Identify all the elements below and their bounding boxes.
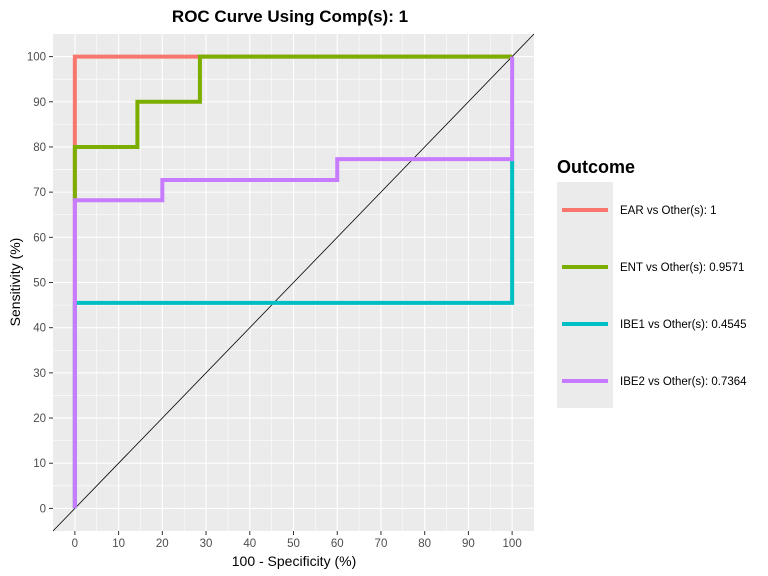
x-tick-label: 30 [200, 538, 213, 550]
y-tick-label: 20 [33, 413, 46, 425]
x-tick-label: 20 [156, 538, 169, 550]
x-tick-label: 60 [331, 538, 344, 550]
y-tick-label: 80 [33, 142, 46, 154]
x-tick-label: 80 [418, 538, 431, 550]
y-tick-label: 10 [33, 458, 46, 470]
series-line [72, 56, 515, 509]
x-tick-label: 40 [243, 538, 256, 550]
legend-label: IBE1 vs Other(s): 0.4545 [620, 319, 747, 331]
x-axis-title: 100 - Specificity (%) [232, 553, 356, 569]
x-axis-ticks: 0 10 20 30 40 50 60 70 80 90 100 [72, 531, 522, 550]
series-layer [72, 54, 515, 509]
y-tick-label: 70 [33, 187, 46, 199]
x-tick-label: 10 [112, 538, 125, 550]
y-tick-label: 90 [33, 97, 46, 109]
legend-items: EAR vs Other(s): 1 ENT vs Other(s): 0.957… [562, 205, 747, 388]
y-tick-label: 50 [33, 278, 46, 290]
x-tick-label: 70 [375, 538, 388, 550]
series-line [72, 54, 513, 202]
x-tick-label: 90 [462, 538, 475, 550]
x-tick-label: 0 [72, 538, 78, 550]
legend-key-background [557, 182, 613, 408]
legend: Outcome EAR vs Other(s): 1 ENT vs Other(s… [557, 157, 747, 408]
x-tick-label: 50 [287, 538, 300, 550]
y-tick-label: 0 [40, 503, 46, 515]
y-tick-label: 30 [33, 368, 46, 380]
legend-label: ENT vs Other(s): 0.9571 [620, 262, 744, 274]
legend-label: IBE2 vs Other(s): 0.7364 [620, 376, 747, 388]
y-tick-label: 60 [33, 232, 46, 244]
y-tick-label: 100 [27, 52, 46, 64]
x-tick-label: 100 [503, 538, 522, 550]
diagonal-reference-line [52, 33, 535, 532]
y-axis-ticks: 0 10 20 30 40 50 60 70 80 90 100 [27, 52, 53, 515]
legend-label: EAR vs Other(s): 1 [620, 205, 717, 217]
y-tick-label: 40 [33, 323, 46, 335]
y-axis-title: Sensitivity (%) [7, 238, 23, 327]
legend-title: Outcome [557, 157, 635, 177]
chart-title: ROC Curve Using Comp(s): 1 [172, 7, 408, 26]
